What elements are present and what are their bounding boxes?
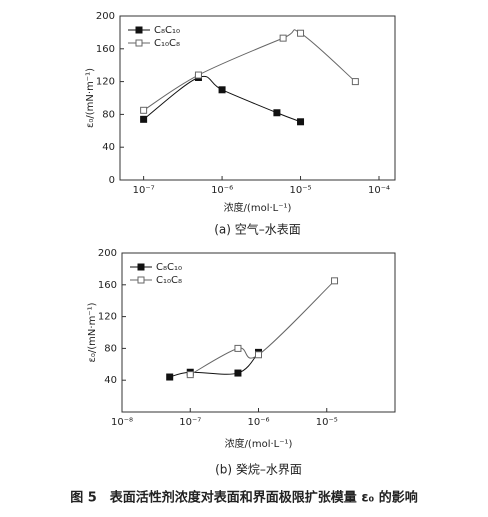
- figure-caption: 图 5 表面活性剂浓度对表面和界面极限扩张模量 ε₀ 的影响: [70, 490, 418, 506]
- y-tick-label: 0: [109, 175, 115, 186]
- data-point: [218, 86, 226, 94]
- data-point: [255, 351, 262, 359]
- legend-label: C₈C₁₀: [156, 262, 182, 273]
- data-point: [331, 277, 339, 285]
- y-tick-label: 160: [98, 280, 117, 291]
- legend-marker: [137, 263, 145, 271]
- data-point: [297, 118, 305, 126]
- legend-marker: [135, 26, 143, 34]
- x-axis-label: 浓度/(mol·L⁻¹): [224, 201, 292, 214]
- x-tick-label: 10⁻⁶: [247, 417, 269, 428]
- data-point: [166, 373, 174, 381]
- y-tick-label: 40: [104, 375, 117, 386]
- x-tick-label: 10⁻⁸: [111, 417, 133, 428]
- data-point: [140, 115, 148, 123]
- x-axis-label: 浓度/(mol·L⁻¹): [225, 437, 293, 450]
- legend-marker: [137, 276, 145, 284]
- chart-caption: (b) 癸烷–水界面: [215, 463, 302, 477]
- y-tick-label: 160: [96, 44, 115, 55]
- y-tick-label: 120: [96, 77, 115, 88]
- x-tick-label: 10⁻⁷: [133, 185, 155, 196]
- chart-caption: (a) 空气–水表面: [214, 222, 301, 237]
- data-point: [279, 34, 287, 42]
- series-line: [190, 280, 335, 376]
- data-point: [194, 71, 202, 79]
- y-tick-label: 80: [102, 109, 115, 120]
- x-tick-label: 10⁻⁶: [211, 185, 233, 196]
- legend-marker: [135, 39, 143, 47]
- y-tick-label: 120: [98, 312, 117, 323]
- x-tick-label: 10⁻⁵: [290, 185, 312, 196]
- legend-label: C₈C₁₀: [154, 25, 180, 36]
- y-axis-label: ε₀/(mN·m⁻¹): [85, 68, 96, 128]
- plot-frame: [119, 15, 396, 181]
- x-tick-label: 10⁻⁴: [368, 185, 390, 196]
- legend-label: C₁₀C₈: [156, 275, 182, 286]
- data-point: [351, 78, 359, 86]
- data-point: [297, 29, 305, 37]
- y-tick-label: 80: [104, 343, 117, 354]
- series-line: [169, 352, 259, 378]
- y-tick-label: 200: [96, 11, 115, 22]
- x-tick-label: 10⁻⁵: [316, 417, 338, 428]
- y-tick-label: 200: [98, 248, 117, 259]
- x-tick-label: 10⁻⁷: [179, 417, 201, 428]
- data-point: [234, 344, 242, 352]
- data-point: [273, 109, 281, 117]
- legend-label: C₁₀C₈: [154, 38, 180, 49]
- y-tick-label: 40: [102, 142, 115, 153]
- y-axis-label: ε₀/(mN·m⁻¹): [87, 302, 98, 362]
- data-point: [234, 369, 242, 377]
- data-point: [186, 371, 194, 379]
- data-point: [140, 106, 148, 114]
